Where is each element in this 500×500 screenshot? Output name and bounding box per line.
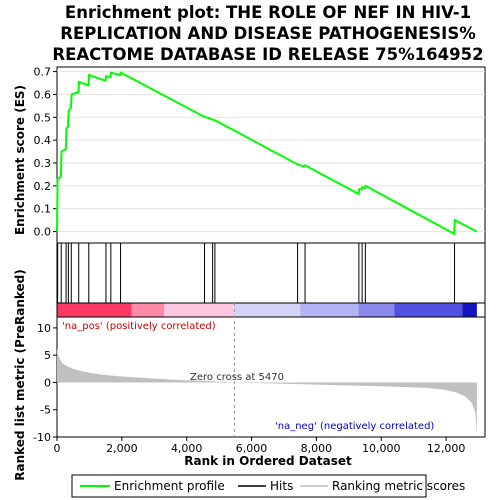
es-gridlines bbox=[57, 71, 485, 233]
chart-title-line-3: REACTOME DATABASE ID RELEASE 75%164952 bbox=[52, 45, 483, 64]
x-tick-label: 0 bbox=[54, 442, 61, 455]
x-axis-ticks: 0 2,000 4,000 6,000 8,000 10,000 12,000 bbox=[54, 437, 466, 455]
es-y-tick-label: 0.0 bbox=[34, 226, 52, 239]
metric-y-axis-label: Ranked list metric (PreRanked) bbox=[13, 269, 27, 481]
x-tick-label: 12,000 bbox=[427, 442, 466, 455]
es-y-tick-label: 0.1 bbox=[34, 203, 52, 216]
pos-correlated-label: 'na_pos' (positively correlated) bbox=[62, 321, 216, 332]
x-tick-label: 4,000 bbox=[171, 442, 203, 455]
rank-color-segment bbox=[300, 303, 359, 317]
es-y-tick-label: 0.6 bbox=[34, 88, 52, 101]
es-y-tick-label: 0.3 bbox=[34, 157, 52, 170]
metric-y-ticks: 10 5 0 -5 -10 bbox=[33, 322, 57, 444]
rank-color-bar bbox=[56, 302, 486, 318]
hits-panel bbox=[56, 242, 486, 304]
rank-color-segment bbox=[57, 303, 132, 317]
metric-y-tick-label: -10 bbox=[33, 431, 51, 444]
x-tick-label: 8,000 bbox=[301, 442, 333, 455]
metric-y-tick-label: 10 bbox=[37, 322, 51, 335]
metric-y-tick-label: 0 bbox=[44, 376, 51, 389]
rank-color-segment bbox=[394, 303, 463, 317]
chart-title-line-1: Enrichment plot: THE ROLE OF NEF IN HIV-… bbox=[65, 3, 471, 22]
x-tick-label: 2,000 bbox=[106, 442, 138, 455]
es-y-axis-label: Enrichment score (ES) bbox=[13, 85, 27, 235]
es-y-tick-label: 0.2 bbox=[34, 180, 52, 193]
metric-y-tick-label: 5 bbox=[44, 349, 51, 362]
neg-correlated-label: 'na_neg' (negatively correlated) bbox=[275, 421, 434, 432]
rank-color-segment bbox=[462, 303, 477, 317]
es-panel: 0.0 0.1 0.2 0.3 0.4 0.5 0.6 0.7 Enrichment scor… bbox=[13, 66, 486, 244]
es-panel-frame bbox=[56, 66, 486, 244]
enrichment-profile-line bbox=[56, 71, 478, 236]
metric-panel: 10 5 0 -5 -10 'na_pos' (positively correlate… bbox=[13, 269, 486, 481]
legend: Enrichment profile Hits Ranking metric s… bbox=[71, 474, 465, 498]
x-axis-label: Rank in Ordered Dataset bbox=[184, 454, 352, 468]
chart-title-line-2: REPLICATION AND DISEASE PATHOGENESIS% bbox=[60, 24, 476, 43]
x-tick-label: 10,000 bbox=[362, 442, 401, 455]
legend-enrichment-label: Enrichment profile bbox=[114, 479, 225, 493]
zero-cross-label: Zero cross at 5470 bbox=[190, 372, 284, 383]
es-y-tick-label: 0.5 bbox=[34, 111, 52, 124]
hit-lines bbox=[57, 243, 456, 303]
hits-panel-frame bbox=[56, 242, 486, 304]
es-y-ticks: 0.0 0.1 0.2 0.3 0.4 0.5 0.6 0.7 bbox=[34, 66, 57, 239]
legend-ranking-label: Ranking metric scores bbox=[332, 479, 465, 493]
es-y-tick-label: 0.4 bbox=[34, 134, 52, 147]
rank-color-segment bbox=[358, 303, 395, 317]
rank-color-segment bbox=[131, 303, 164, 317]
x-tick-label: 6,000 bbox=[236, 442, 268, 455]
rank-color-segment bbox=[164, 303, 235, 317]
metric-y-tick-label: -5 bbox=[40, 404, 51, 417]
es-y-tick-label: 0.7 bbox=[34, 66, 52, 79]
legend-hits-label: Hits bbox=[270, 479, 293, 493]
rank-color-segment bbox=[234, 303, 301, 317]
